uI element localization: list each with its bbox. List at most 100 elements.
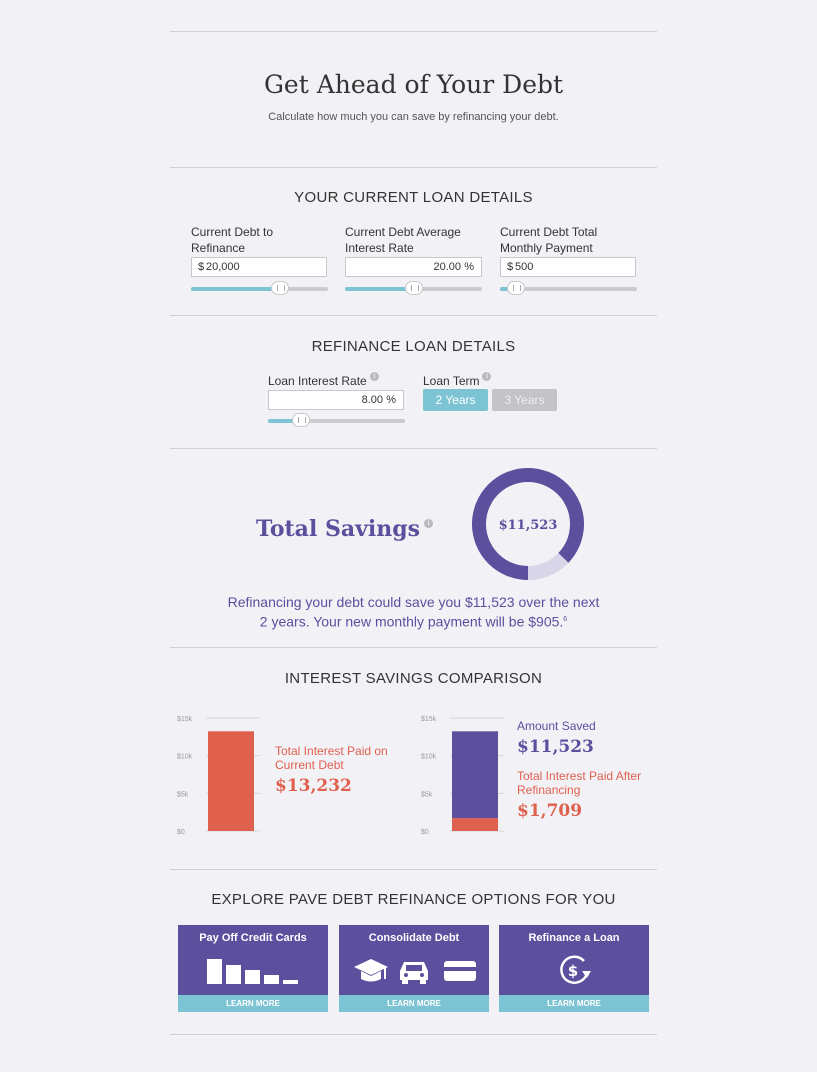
current-payment-field: Current Debt Total Monthly Payment <box>500 224 597 256</box>
donut-amount: $11,523 <box>499 518 558 533</box>
refinance-loan-heading: REFINANCE LOAN DETAILS <box>311 338 516 355</box>
learn-more-button[interactable]: LEARN MORE <box>339 995 489 1012</box>
card-pay-off-credit-cards[interactable]: Pay Off Credit Cards LEARN MORE <box>178 925 328 1012</box>
divider <box>170 1034 657 1035</box>
current-debt-slider[interactable] <box>191 281 328 295</box>
footnote-marker: 6 <box>563 616 568 623</box>
slider-handle[interactable] <box>507 281 526 295</box>
total-savings-text: Total Savings <box>256 516 421 542</box>
decreasing-bars-icon <box>207 959 298 984</box>
y-tick-label: $0 <box>421 829 429 836</box>
percent-suffix: % <box>386 394 396 406</box>
term-3-years-button[interactable]: 3 Years <box>492 389 557 411</box>
donut-arc <box>472 468 584 580</box>
amount-saved-value: $11,523 <box>517 737 594 757</box>
current-payment-value: 500 <box>515 261 534 273</box>
current-payment-input[interactable]: $ 500 <box>500 257 636 277</box>
divider <box>170 869 657 870</box>
learn-more-button[interactable]: LEARN MORE <box>178 995 328 1012</box>
total-savings-label: Total Savings i <box>256 516 434 542</box>
card-consolidate-debt[interactable]: Consolidate Debt LEARN MORE <box>339 925 489 1012</box>
savings-message-line1: Refinancing your debt could save you $11… <box>227 594 600 610</box>
loan-term-label: Loan Term <box>423 374 480 388</box>
y-tick-label: $15k <box>177 716 193 723</box>
bar-segment <box>452 731 498 819</box>
savings-donut: $11,523 <box>472 468 584 580</box>
current-rate-input[interactable]: 20.00 % <box>345 257 482 277</box>
current-interest-amount: $13,232 <box>275 776 352 796</box>
current-interest-caption-line1: Total Interest Paid on <box>275 744 388 758</box>
card-title: Refinance a Loan <box>528 932 620 944</box>
loan-rate-field: Loan Interest Rate i <box>268 372 379 390</box>
current-debt-input[interactable]: $ 20,000 <box>191 257 327 277</box>
after-interest-amount: $1,709 <box>517 801 583 821</box>
current-rate-label-line2: Interest Rate <box>345 241 414 255</box>
loan-rate-input[interactable]: 8.00 % <box>268 390 404 410</box>
after-interest-caption-line2: Refinancing <box>517 783 581 797</box>
current-payment-label-line1: Current Debt Total <box>500 225 598 239</box>
savings-message: Refinancing your debt could save you $11… <box>170 593 657 631</box>
loan-term-field: Loan Term i <box>423 372 492 390</box>
bar-segment <box>452 818 498 831</box>
chart-refinanced: $15k $10k $5k $0 <box>421 716 504 836</box>
slider-fill <box>191 287 281 291</box>
term-2-years-button[interactable]: 2 Years <box>423 389 488 411</box>
y-tick-label: $15k <box>421 716 437 723</box>
slider-fill <box>345 287 414 291</box>
current-payment-label-line2: Monthly Payment <box>500 241 593 255</box>
dollar-refresh-icon: $ <box>560 955 591 984</box>
current-debt-label-line2: Refinance <box>191 241 246 255</box>
loan-rate-label: Loan Interest Rate <box>268 374 367 388</box>
current-interest-caption: Total Interest Paid on Current Debt <box>275 744 388 772</box>
y-tick-label: $5k <box>177 791 189 798</box>
current-loan-heading: YOUR CURRENT LOAN DETAILS <box>294 189 533 206</box>
current-payment-slider[interactable] <box>500 281 637 295</box>
info-icon[interactable]: i <box>482 372 492 381</box>
slider-handle[interactable] <box>291 413 310 427</box>
current-debt-field: Current Debt to Refinance <box>191 224 273 256</box>
current-rate-label-line1: Current Debt Average <box>345 225 461 239</box>
current-rate-slider[interactable] <box>345 281 482 295</box>
learn-more-button[interactable]: LEARN MORE <box>499 995 649 1012</box>
amount-saved-caption: Amount Saved <box>517 719 596 733</box>
card-refinance-a-loan[interactable]: Refinance a Loan $ LEARN MORE <box>499 925 649 1012</box>
y-tick-label: $10k <box>421 754 437 761</box>
credit-card-icon <box>444 961 476 981</box>
slider-handle[interactable] <box>404 281 423 295</box>
current-rate-value: 20.00 <box>433 261 461 273</box>
y-tick-label: $0 <box>177 829 185 836</box>
card-title: Pay Off Credit Cards <box>199 932 307 944</box>
page-title: Get Ahead of Your Debt <box>263 70 564 99</box>
current-debt-label-line1: Current Debt to <box>191 225 274 239</box>
current-rate-field: Current Debt Average Interest Rate <box>345 224 461 256</box>
chart-current-debt: $15k $10k $5k $0 <box>177 716 260 836</box>
slider-handle[interactable] <box>271 281 290 295</box>
currency-prefix: $ <box>198 261 205 273</box>
divider <box>170 31 657 32</box>
percent-suffix: % <box>464 261 474 273</box>
current-interest-caption-line2: Current Debt <box>275 758 344 772</box>
graduation-cap-icon <box>354 959 388 982</box>
current-debt-value: 20,000 <box>206 261 240 273</box>
savings-message-line2: 2 years. Your new monthly payment will b… <box>259 613 568 630</box>
after-interest-caption: Total Interest Paid After Refinancing <box>517 769 641 797</box>
loan-rate-slider[interactable] <box>268 413 405 427</box>
comparison-heading: INTEREST SAVINGS COMPARISON <box>284 670 543 687</box>
divider <box>170 448 657 449</box>
y-tick-label: $10k <box>177 754 193 761</box>
after-interest-caption-line1: Total Interest Paid After <box>517 769 642 783</box>
divider <box>170 315 657 316</box>
car-icon <box>400 962 428 984</box>
explore-heading: EXPLORE PAVE DEBT REFINANCE OPTIONS FOR … <box>211 891 616 908</box>
slider-fill <box>268 419 301 423</box>
y-tick-label: $5k <box>421 791 433 798</box>
bar-segment <box>208 731 254 831</box>
info-icon[interactable]: i <box>369 372 379 381</box>
card-title: Consolidate Debt <box>368 932 460 944</box>
currency-prefix: $ <box>507 261 514 273</box>
divider <box>170 167 657 168</box>
loan-rate-value: 8.00 <box>361 394 383 406</box>
page-subtitle: Calculate how much you can save by refin… <box>268 111 559 123</box>
info-icon[interactable]: i <box>424 519 434 528</box>
svg-text:$: $ <box>568 962 578 980</box>
